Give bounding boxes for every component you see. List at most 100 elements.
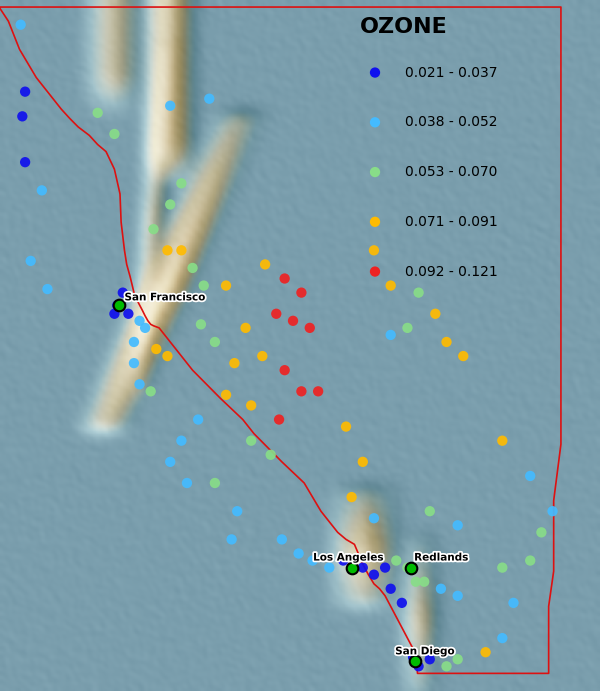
Point	[442, 661, 451, 672]
Point	[325, 562, 334, 573]
Point	[17, 111, 27, 122]
Point	[110, 129, 119, 140]
Point	[386, 583, 395, 594]
Point	[271, 308, 281, 319]
Point	[241, 322, 250, 333]
Text: 0.071 - 0.091: 0.071 - 0.091	[405, 215, 498, 229]
Point	[338, 555, 348, 566]
Point	[135, 379, 145, 390]
Point	[176, 178, 186, 189]
Point	[129, 358, 139, 369]
Point	[526, 555, 535, 566]
Point	[227, 534, 236, 545]
Point	[458, 350, 468, 361]
Text: 0.092 - 0.121: 0.092 - 0.121	[405, 265, 498, 278]
Point	[407, 562, 416, 573]
Point	[266, 449, 275, 460]
Text: 0.053 - 0.070: 0.053 - 0.070	[405, 165, 497, 179]
Point	[453, 520, 463, 531]
Point	[182, 477, 192, 489]
Point	[110, 308, 119, 319]
Point	[196, 319, 206, 330]
Point	[403, 562, 412, 573]
Point	[296, 287, 306, 298]
Point	[232, 506, 242, 517]
Point	[380, 562, 390, 573]
Point	[358, 456, 368, 467]
Point	[509, 597, 518, 608]
Point	[188, 263, 197, 274]
Point	[149, 224, 158, 235]
Point	[407, 562, 416, 573]
Point	[210, 337, 220, 348]
Point	[442, 337, 451, 348]
Point	[20, 157, 30, 168]
Point	[221, 280, 231, 291]
Point	[369, 245, 379, 256]
Point	[347, 562, 357, 573]
Point	[163, 245, 172, 256]
Text: San Diego: San Diego	[395, 646, 455, 656]
Point	[386, 330, 395, 341]
Point	[526, 471, 535, 482]
Point	[431, 308, 440, 319]
Point	[247, 435, 256, 446]
Point	[129, 337, 139, 348]
Point	[369, 569, 379, 580]
Point	[210, 477, 220, 489]
Text: Los Angeles: Los Angeles	[313, 553, 383, 562]
Point	[176, 435, 186, 446]
Point	[436, 583, 446, 594]
Point	[274, 414, 284, 425]
Point	[347, 491, 356, 502]
Point	[497, 632, 507, 643]
Point	[199, 280, 209, 291]
Point	[280, 273, 289, 284]
Point	[358, 562, 368, 573]
Point	[397, 597, 407, 608]
Point	[43, 283, 52, 294]
Point	[497, 435, 507, 446]
Point	[369, 513, 379, 524]
Point	[166, 456, 175, 467]
Point	[221, 389, 231, 400]
Point	[308, 555, 317, 566]
Text: San Francisco: San Francisco	[124, 292, 206, 303]
Point	[26, 256, 35, 267]
Point	[37, 185, 47, 196]
Point	[481, 647, 490, 658]
Point	[176, 245, 186, 256]
Point	[205, 93, 214, 104]
Point	[347, 562, 356, 573]
Point	[124, 308, 133, 319]
Point	[118, 287, 128, 298]
Point	[277, 534, 287, 545]
Point	[146, 386, 155, 397]
Point	[280, 365, 289, 376]
Point	[296, 386, 306, 397]
Point	[414, 287, 424, 298]
Point	[151, 343, 161, 354]
Point	[408, 652, 418, 663]
Text: Redlands: Redlands	[414, 553, 469, 562]
Point	[391, 555, 401, 566]
Point	[453, 590, 463, 601]
Point	[419, 576, 429, 587]
Point	[114, 300, 124, 311]
Point	[414, 661, 424, 672]
Point	[386, 280, 395, 291]
Point	[166, 199, 175, 210]
Point	[497, 562, 507, 573]
Text: 0.021 - 0.037: 0.021 - 0.037	[405, 66, 497, 79]
Point	[140, 322, 150, 333]
Point	[411, 576, 421, 587]
Point	[135, 315, 145, 326]
Point	[230, 358, 239, 369]
Point	[247, 400, 256, 411]
Point	[93, 107, 103, 118]
Point	[163, 350, 172, 361]
Point	[294, 548, 304, 559]
Point	[257, 350, 267, 361]
Point	[112, 300, 122, 311]
Point	[288, 315, 298, 326]
